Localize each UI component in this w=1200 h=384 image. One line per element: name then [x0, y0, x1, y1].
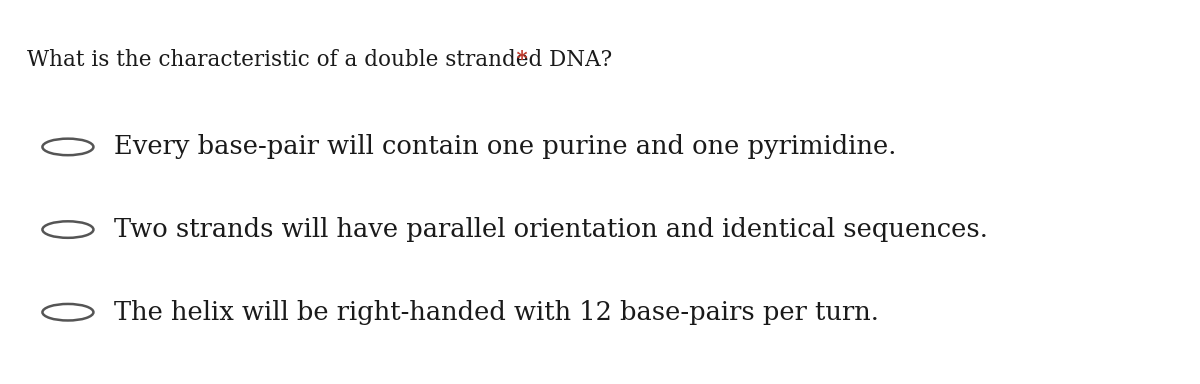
Text: Every base-pair will contain one purine and one pyrimidine.: Every base-pair will contain one purine …: [114, 134, 896, 159]
Text: *: *: [509, 49, 527, 71]
Text: Two strands will have parallel orientation and identical sequences.: Two strands will have parallel orientati…: [114, 217, 988, 242]
Text: What is the characteristic of a double stranded DNA?: What is the characteristic of a double s…: [28, 49, 612, 71]
Text: The helix will be right-handed with 12 base-pairs per turn.: The helix will be right-handed with 12 b…: [114, 300, 880, 325]
